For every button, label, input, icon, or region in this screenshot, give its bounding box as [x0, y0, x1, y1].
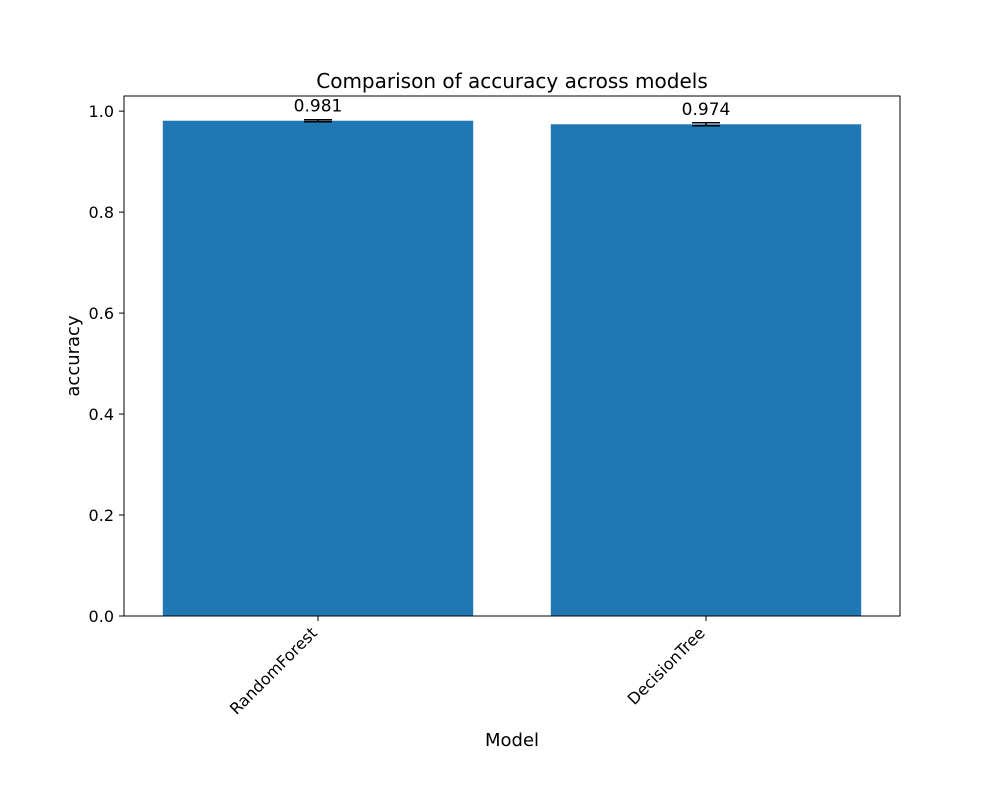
x-axis-label: Model — [485, 730, 539, 751]
y-tick-label: 0.2 — [89, 506, 114, 525]
chart-title: Comparison of accuracy across models — [316, 69, 708, 93]
errorbar-decisiontree — [692, 122, 720, 127]
data-labels-layer: 0.981 0.974 — [294, 97, 731, 120]
y-axis-label: accuracy — [63, 315, 84, 397]
data-label-decisiontree: 0.974 — [682, 100, 731, 120]
x-tick-label-decisiontree: DecisionTree — [624, 623, 709, 708]
y-tick-label: 0.0 — [89, 607, 114, 626]
y-tick-label: 1.0 — [89, 102, 114, 121]
y-tick-label: 0.8 — [89, 203, 114, 222]
errorbars-layer — [304, 118, 720, 127]
plot-area-frame — [123, 95, 901, 617]
bar-decisiontree — [550, 124, 862, 616]
bar-randomforest — [162, 120, 474, 617]
y-axis-ticks: 0.0 0.2 0.4 0.6 0.8 1.0 — [89, 102, 124, 626]
x-tick-label-randomforest: RandomForest — [226, 623, 321, 718]
data-label-randomforest: 0.981 — [294, 97, 343, 117]
y-tick-label: 0.4 — [89, 405, 114, 424]
y-tick-label: 0.6 — [89, 304, 114, 323]
bars-layer — [162, 120, 862, 617]
errorbar-randomforest — [304, 118, 332, 123]
x-axis-ticks: RandomForest DecisionTree — [226, 616, 709, 718]
